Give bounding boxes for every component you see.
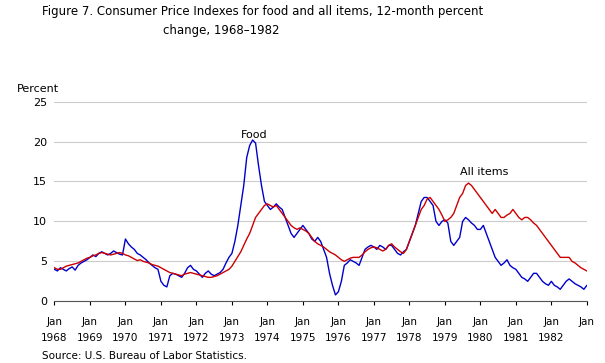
Text: Jan: Jan [224,317,240,327]
Text: Jan: Jan [330,317,347,327]
Text: All items: All items [460,167,508,177]
Text: 1977: 1977 [361,333,387,343]
Text: 1980: 1980 [467,333,494,343]
Text: Jan: Jan [82,317,98,327]
Text: Food: Food [241,130,267,140]
Text: 1972: 1972 [183,333,210,343]
Text: Jan: Jan [260,317,275,327]
Text: Jan: Jan [47,317,62,327]
Text: Source: U.S. Bureau of Labor Statistics.: Source: U.S. Bureau of Labor Statistics. [42,351,247,361]
Text: Jan: Jan [117,317,134,327]
Text: 1979: 1979 [431,333,458,343]
Text: Jan: Jan [543,317,560,327]
Text: Jan: Jan [508,317,524,327]
Text: 1970: 1970 [113,333,139,343]
Text: Jan: Jan [153,317,169,327]
Text: 1971: 1971 [148,333,174,343]
Text: 1969: 1969 [77,333,103,343]
Text: Figure 7. Consumer Price Indexes for food and all items, 12-month percent: Figure 7. Consumer Price Indexes for foo… [42,5,483,19]
Text: Jan: Jan [295,317,311,327]
Text: 1978: 1978 [396,333,423,343]
Text: 1976: 1976 [325,333,352,343]
Text: 1973: 1973 [218,333,245,343]
Text: Percent: Percent [17,83,59,94]
Text: Jan: Jan [366,317,382,327]
Text: Jan: Jan [473,317,488,327]
Text: 1968: 1968 [41,333,68,343]
Text: Jan: Jan [401,317,417,327]
Text: 1975: 1975 [290,333,316,343]
Text: 1982: 1982 [538,333,564,343]
Text: Jan: Jan [188,317,204,327]
Text: 1981: 1981 [503,333,529,343]
Text: change, 1968–1982: change, 1968–1982 [163,24,280,37]
Text: 1974: 1974 [254,333,281,343]
Text: Jan: Jan [437,317,453,327]
Text: Jan: Jan [579,317,595,327]
